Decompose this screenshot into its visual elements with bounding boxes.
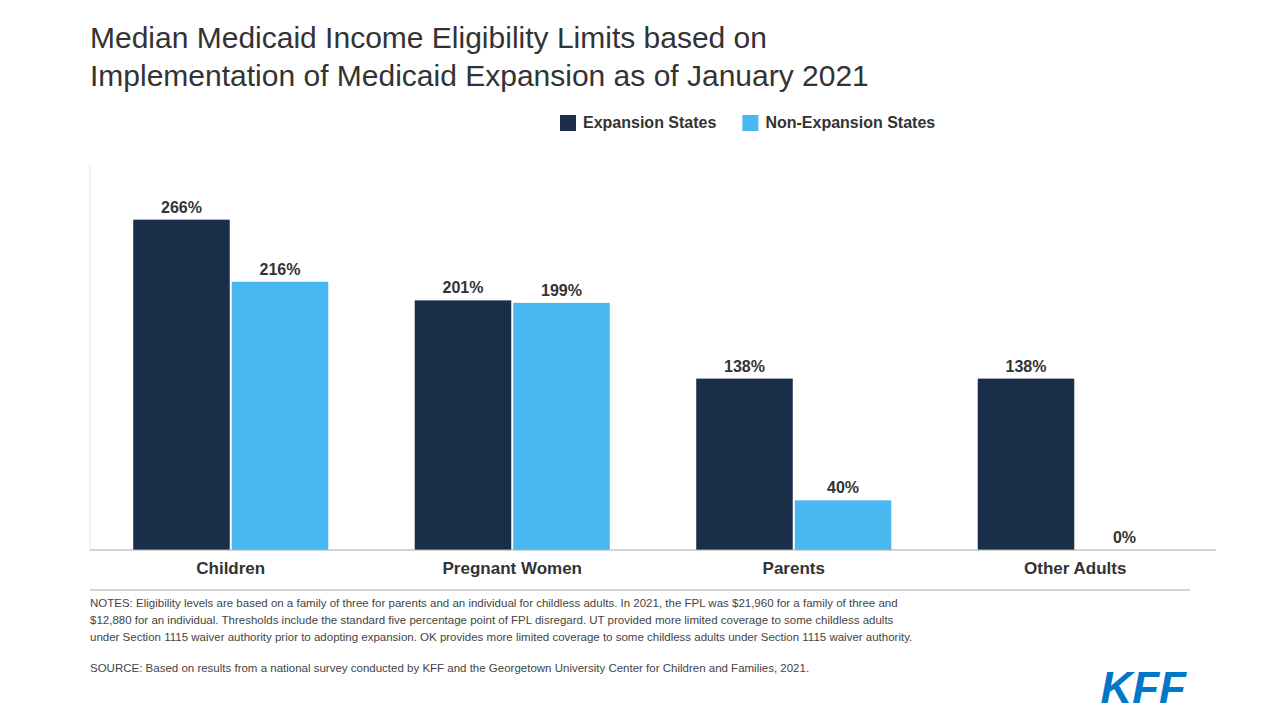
bar — [978, 379, 1075, 550]
text-line: $12,880 for an individual. Thresholds in… — [90, 614, 894, 626]
bar — [415, 300, 512, 550]
data-label: 0% — [1113, 529, 1136, 546]
x-tick-label: Pregnant Women — [443, 559, 582, 578]
source: SOURCE: Based on results from a national… — [90, 662, 809, 674]
data-label: 40% — [827, 479, 859, 496]
bar — [696, 379, 793, 550]
legend: Expansion States Non-Expansion States — [560, 114, 935, 131]
bar — [513, 303, 610, 550]
data-label: 138% — [1006, 358, 1047, 375]
legend-label: Non-Expansion States — [765, 114, 935, 131]
y-axis-line — [90, 165, 91, 550]
x-tick-label: Other Adults — [1024, 559, 1126, 578]
logo: KFF — [1100, 663, 1187, 712]
data-label: 216% — [260, 261, 301, 278]
text-line: under Section 1115 waiver authority prio… — [90, 631, 912, 643]
bars — [133, 220, 1074, 550]
background — [0, 0, 1280, 720]
bar — [795, 500, 892, 550]
text-line: NOTES: Eligibility levels are based on a… — [90, 597, 898, 609]
data-label: 199% — [541, 282, 582, 299]
legend-swatch — [742, 115, 758, 131]
x-axis-line — [90, 550, 1216, 551]
x-tick-label: Children — [196, 559, 265, 578]
bar — [232, 282, 329, 550]
data-labels: 266% 201% 138% 138% 216% 199% 40% 0% — [161, 199, 1136, 546]
separator — [90, 590, 1190, 591]
data-label: 201% — [443, 279, 484, 296]
text-line: Implementation of Medicaid Expansion as … — [90, 59, 869, 92]
notes: NOTES: Eligibility levels are based on a… — [90, 597, 912, 643]
chart: Median Medicaid Income Eligibility Limit… — [0, 0, 1280, 720]
data-label: 138% — [724, 358, 765, 375]
x-tick-label: Parents — [763, 559, 825, 578]
text-line: Median Medicaid Income Eligibility Limit… — [90, 21, 767, 54]
bar — [133, 220, 230, 550]
legend-label: Expansion States — [583, 114, 716, 131]
legend-swatch — [560, 115, 576, 131]
data-label: 266% — [161, 199, 202, 216]
title: Median Medicaid Income Eligibility Limit… — [90, 21, 869, 92]
